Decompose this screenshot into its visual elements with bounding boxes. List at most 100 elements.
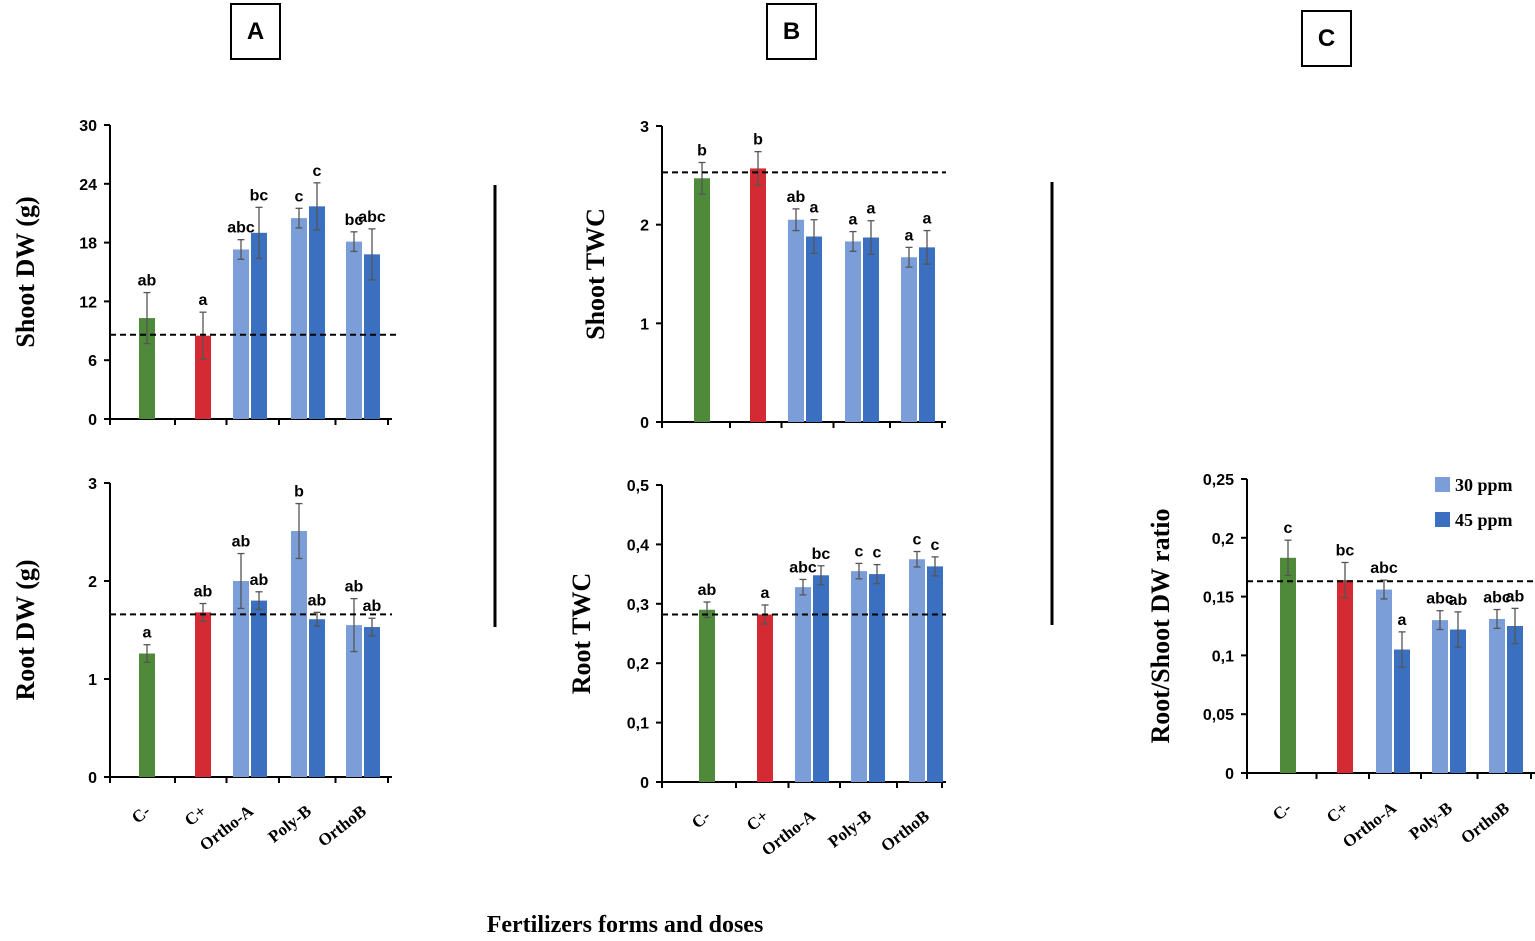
root_shoot_ratio-bar-c-control	[1337, 580, 1353, 773]
root_dw-significance-label: b	[294, 484, 304, 501]
root_shoot_ratio-significance-label: abc	[1426, 591, 1454, 608]
root_dw-bar-orthob-45ppm	[364, 627, 380, 777]
panel-label-c: C	[1301, 10, 1352, 67]
shoot_twc-y-tick-label: 2	[640, 218, 649, 235]
root_dw-bar-c-control	[139, 653, 155, 777]
root_twc-bar-polyb-30ppm	[851, 571, 867, 782]
root_twc-category-label: Ortho-A	[758, 806, 819, 860]
x-axis-title: Fertilizers forms and doses	[486, 912, 764, 938]
root_twc-significance-label: c	[913, 532, 922, 549]
root_shoot_ratio-bar-polyb-45ppm	[1450, 629, 1466, 773]
shoot_twc-significance-label: a	[867, 201, 876, 218]
root_shoot_ratio-significance-label: a	[1398, 612, 1407, 629]
root_shoot_ratio-bar-c-control	[1280, 557, 1296, 773]
shoot_twc-significance-label: a	[810, 200, 819, 217]
root_twc-bar-orthob-45ppm	[927, 566, 943, 782]
shoot_dw-y-tick-label: 18	[79, 236, 97, 253]
root_shoot_ratio-y-tick-label: 0,25	[1203, 472, 1234, 489]
root_twc-y-tick-label: 0,4	[627, 537, 649, 554]
shoot_twc-bar-orthob-45ppm	[919, 247, 935, 422]
root_shoot_ratio-bar-orthoa-30ppm	[1376, 589, 1392, 773]
root_twc-category-label: Poly-B	[824, 806, 874, 851]
root_twc-bar-c-control	[757, 614, 773, 782]
root_dw-y-tick-label: 1	[88, 672, 97, 689]
shoot_dw-y-tick-label: 12	[79, 294, 97, 311]
shoot_dw-bar-orthoa-45ppm	[251, 232, 267, 419]
root_dw-significance-label: a	[143, 625, 152, 642]
root_shoot_ratio-category-label: Ortho-A	[1339, 798, 1400, 852]
root_twc-bar-orthob-30ppm	[909, 559, 925, 782]
root_twc-y-tick-label: 0,5	[627, 478, 649, 495]
root_twc-significance-label: a	[761, 585, 770, 602]
root_dw-y-tick-label: 0	[88, 770, 97, 787]
root_dw-category-label: OrthoB	[314, 801, 370, 850]
root_shoot_ratio-significance-label: abc	[1370, 560, 1398, 577]
shoot_twc-bar-c-control	[750, 168, 766, 422]
shoot_dw-bar-c-control	[195, 335, 211, 419]
shoot_twc-y-tick-label: 1	[640, 316, 649, 333]
root_twc-category-label: OrthoB	[877, 806, 933, 855]
shoot_dw-significance-label: ab	[138, 273, 157, 290]
shoot_dw-y-tick-label: 0	[88, 412, 97, 429]
shoot_twc-y-tick-label: 3	[640, 119, 649, 136]
shoot_dw-significance-label: c	[313, 163, 322, 180]
shoot_twc-bar-polyb-30ppm	[845, 241, 861, 422]
root_shoot_ratio-significance-label: bc	[1336, 542, 1355, 559]
root_twc-y-tick-label: 0,2	[627, 656, 649, 673]
root_twc-significance-label: bc	[812, 546, 831, 563]
root_shoot_ratio-bar-polyb-30ppm	[1432, 620, 1448, 773]
root_twc-significance-label: c	[873, 545, 882, 562]
root_shoot_ratio-category-label: C+	[1323, 798, 1352, 826]
root_shoot_ratio-y-tick-label: 0,15	[1203, 590, 1234, 607]
root_twc-category-label: C+	[743, 806, 772, 834]
root_shoot_ratio-category-label: OrthoB	[1457, 798, 1513, 847]
shoot_twc-significance-label: ab	[787, 189, 806, 206]
root_dw-bar-orthoa-45ppm	[251, 600, 267, 777]
shoot_dw-bar-orthob-45ppm	[364, 254, 380, 419]
shoot_twc-y-axis-label: Shoot TWC	[581, 208, 610, 340]
shoot_twc-significance-label: a	[923, 211, 932, 228]
root_dw-category-label: Poly-B	[264, 801, 314, 846]
shoot_twc-significance-label: a	[905, 227, 914, 244]
shoot_dw-significance-label: abc	[227, 220, 255, 237]
root_twc-bar-orthoa-45ppm	[813, 575, 829, 782]
root_shoot_ratio-y-tick-label: 0,2	[1212, 531, 1234, 548]
shoot_dw-y-tick-label: 24	[79, 177, 97, 194]
shoot_dw-bar-polyb-30ppm	[291, 218, 307, 419]
legend-swatch-45ppm	[1435, 512, 1450, 527]
root_twc-bar-c-control	[699, 609, 715, 782]
root_shoot_ratio-significance-label: c	[1284, 520, 1293, 537]
root_dw-bar-orthob-30ppm	[346, 625, 362, 777]
root_dw-significance-label: ab	[363, 598, 382, 615]
shoot_twc-bar-orthoa-45ppm	[806, 236, 822, 422]
root_dw-category-label: C+	[181, 801, 210, 829]
root_dw-bar-c-control	[195, 612, 211, 777]
root_shoot_ratio-significance-label: ab	[1506, 588, 1525, 605]
shoot_dw-y-axis-label: Shoot DW (g)	[11, 196, 40, 347]
root_dw-significance-label: ab	[308, 592, 327, 609]
root_dw-bar-orthoa-30ppm	[233, 581, 249, 777]
shoot_twc-bar-orthob-30ppm	[901, 257, 917, 422]
shoot_dw-significance-label: a	[199, 292, 208, 309]
shoot_twc-bar-orthoa-30ppm	[788, 219, 804, 422]
shoot_twc-bar-c-control	[694, 178, 710, 422]
legend-label-30ppm: 30 ppm	[1455, 475, 1513, 495]
shoot_dw-significance-label: bc	[345, 212, 364, 229]
root_dw-category-label: C-	[128, 801, 154, 827]
shoot_twc-y-tick-label: 0	[640, 415, 649, 432]
root_twc-bar-orthoa-30ppm	[795, 587, 811, 782]
root_dw-significance-label: ab	[194, 584, 213, 601]
root_shoot_ratio-category-label: C-	[1269, 798, 1295, 824]
root_dw-y-axis-label: Root DW (g)	[11, 559, 40, 700]
shoot_twc-significance-label: b	[697, 143, 707, 160]
root_twc-y-axis-label: Root TWC	[567, 573, 596, 695]
root_twc-significance-label: c	[931, 537, 940, 554]
root_twc-significance-label: c	[855, 543, 864, 560]
shoot_twc-bar-polyb-45ppm	[863, 237, 879, 422]
shoot_dw-y-tick-label: 6	[88, 353, 97, 370]
root_shoot_ratio-bar-orthob-45ppm	[1507, 626, 1523, 773]
shoot_dw-significance-label: abc	[358, 209, 386, 226]
shoot_twc-significance-label: b	[753, 132, 763, 149]
panel-label-b: B	[766, 3, 817, 60]
